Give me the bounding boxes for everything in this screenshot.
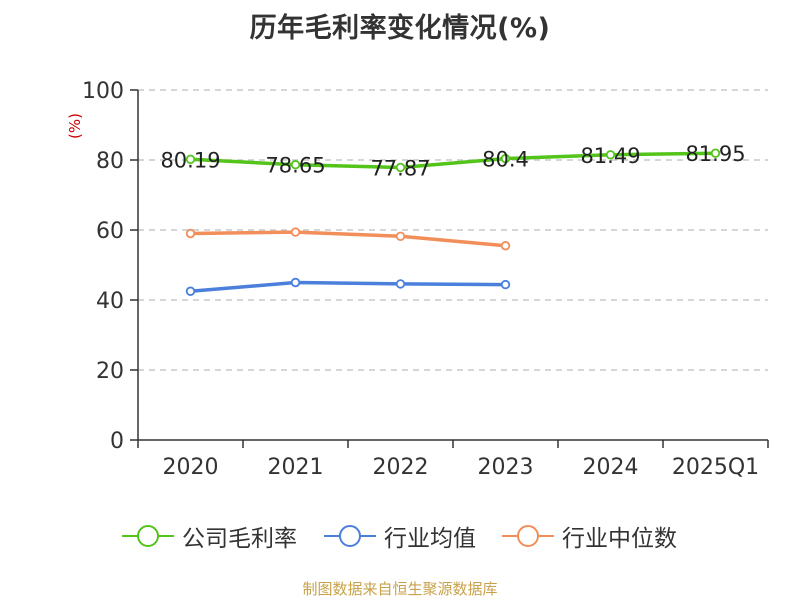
data-label: 80.19 xyxy=(160,148,220,172)
y-axis-label: (%) xyxy=(66,113,84,139)
data-point xyxy=(395,231,406,241)
data-point xyxy=(185,286,196,296)
legend-line-marker-icon xyxy=(502,525,554,547)
series-line xyxy=(190,230,506,248)
source-note: 制图数据来自恒生聚源数据库 xyxy=(302,580,498,598)
data-label: 80.4 xyxy=(482,148,529,172)
legend-label: 公司毛利率 xyxy=(182,526,297,552)
data-label: 81.49 xyxy=(580,144,640,168)
series-line xyxy=(190,280,506,294)
legend-item-industry-median[interactable]: 行业中位数 xyxy=(500,518,677,554)
legend-label: 行业中位数 xyxy=(562,526,677,552)
data-label: 77.87 xyxy=(370,156,430,180)
data-point xyxy=(185,154,196,165)
data-point xyxy=(500,279,511,290)
y-tick-label: 60 xyxy=(96,219,124,244)
data-point xyxy=(290,227,301,237)
x-tick-label: 2020 xyxy=(163,455,219,480)
legend-item-industry-mean[interactable]: 行业均值 xyxy=(322,518,476,554)
data-point xyxy=(500,153,511,164)
series-line xyxy=(190,151,716,170)
y-tick-label: 100 xyxy=(82,79,124,104)
x-tick-label: 2025Q1 xyxy=(672,455,759,480)
chart-title: 历年毛利率变化情况(%) xyxy=(249,13,551,44)
data-point xyxy=(710,148,721,158)
legend: 公司毛利率 行业均值 行业中位数 xyxy=(0,518,800,554)
data-point xyxy=(500,241,511,251)
y-tick-label: 0 xyxy=(110,429,124,454)
legend-line-marker-icon xyxy=(122,525,174,547)
x-tick-label: 2023 xyxy=(478,455,534,480)
legend-label: 行业均值 xyxy=(384,526,476,552)
y-tick-label: 40 xyxy=(96,289,124,314)
x-tick-label: 2022 xyxy=(373,455,429,480)
data-point xyxy=(605,150,616,160)
data-point xyxy=(395,279,406,289)
data-point xyxy=(290,277,301,288)
data-point xyxy=(185,228,196,239)
y-tick-label: 20 xyxy=(96,359,124,384)
data-point xyxy=(395,162,406,173)
y-tick-label: 80 xyxy=(96,149,124,174)
x-tick-label: 2021 xyxy=(268,455,324,480)
data-point xyxy=(290,160,301,170)
x-tick-label: 2024 xyxy=(583,455,639,480)
data-label: 81.95 xyxy=(685,142,745,166)
data-label: 78.65 xyxy=(265,154,325,178)
legend-item-company-gross-margin[interactable]: 公司毛利率 xyxy=(120,518,297,554)
legend-line-marker-icon xyxy=(324,525,376,547)
